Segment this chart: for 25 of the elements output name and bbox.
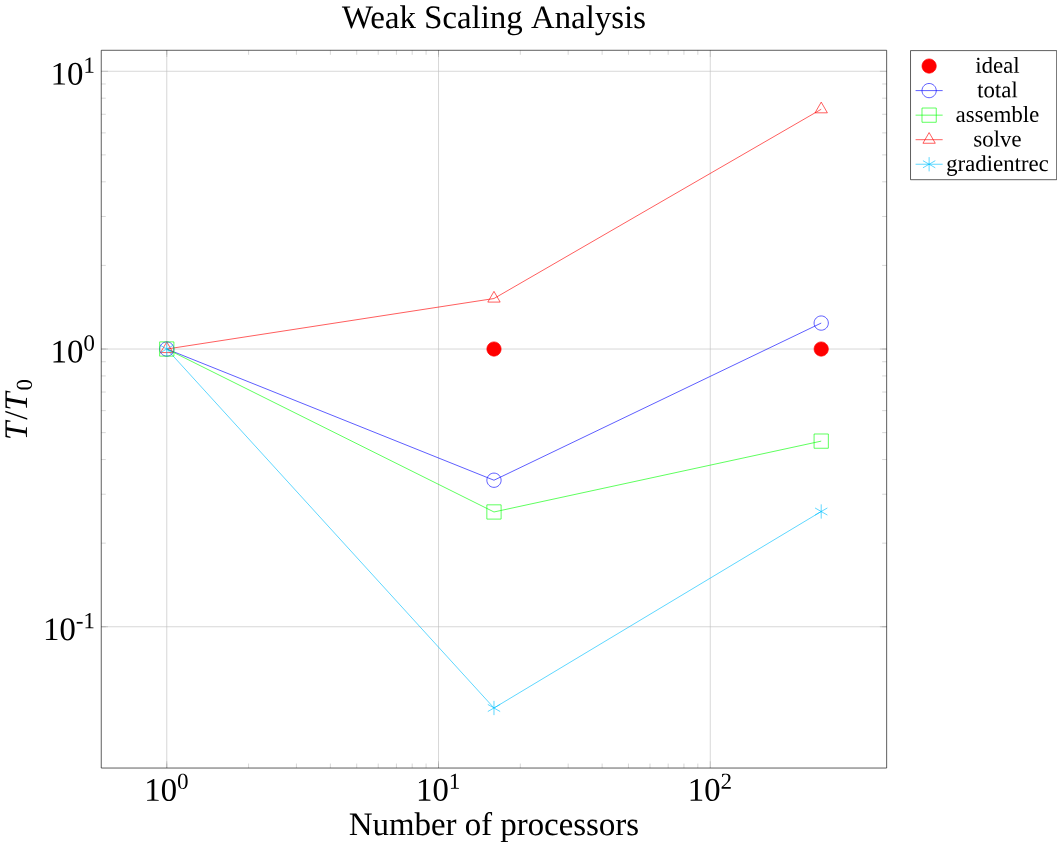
- point: [486, 504, 502, 520]
- x-tick-label: 10$^{0}$: [147, 773, 188, 801]
- point: [487, 290, 501, 303]
- legend-label: total: [977, 81, 1018, 98]
- point: [160, 341, 174, 353]
- y-tick-label: 10$^{0}$: [53, 335, 94, 363]
- x-axis-title: Number of processors: [349, 811, 638, 842]
- point: [486, 472, 502, 488]
- y-tick-label: 10$^{-1}$: [45, 612, 94, 641]
- legend-label: gradientrec: [947, 154, 1049, 176]
- point: [813, 433, 829, 449]
- point: [813, 315, 829, 331]
- legend-label: ideal: [975, 56, 1020, 73]
- chart-title: Weak Scaling Analysis: [341, 5, 645, 35]
- x-tick-label: 10$^{1}$: [418, 773, 459, 801]
- y-tick-label: 10$^{1}$: [53, 57, 94, 85]
- y-axis-title: T/T$_{0}$: [5, 379, 33, 438]
- point: [487, 700, 501, 716]
- x-tick-label: 10$^{2}$: [690, 773, 731, 801]
- point: [814, 503, 828, 519]
- point: [814, 101, 828, 113]
- legend-label: assemble: [956, 105, 1039, 122]
- point: [813, 341, 829, 357]
- point: [486, 341, 502, 357]
- legend-label: solve: [974, 130, 1021, 147]
